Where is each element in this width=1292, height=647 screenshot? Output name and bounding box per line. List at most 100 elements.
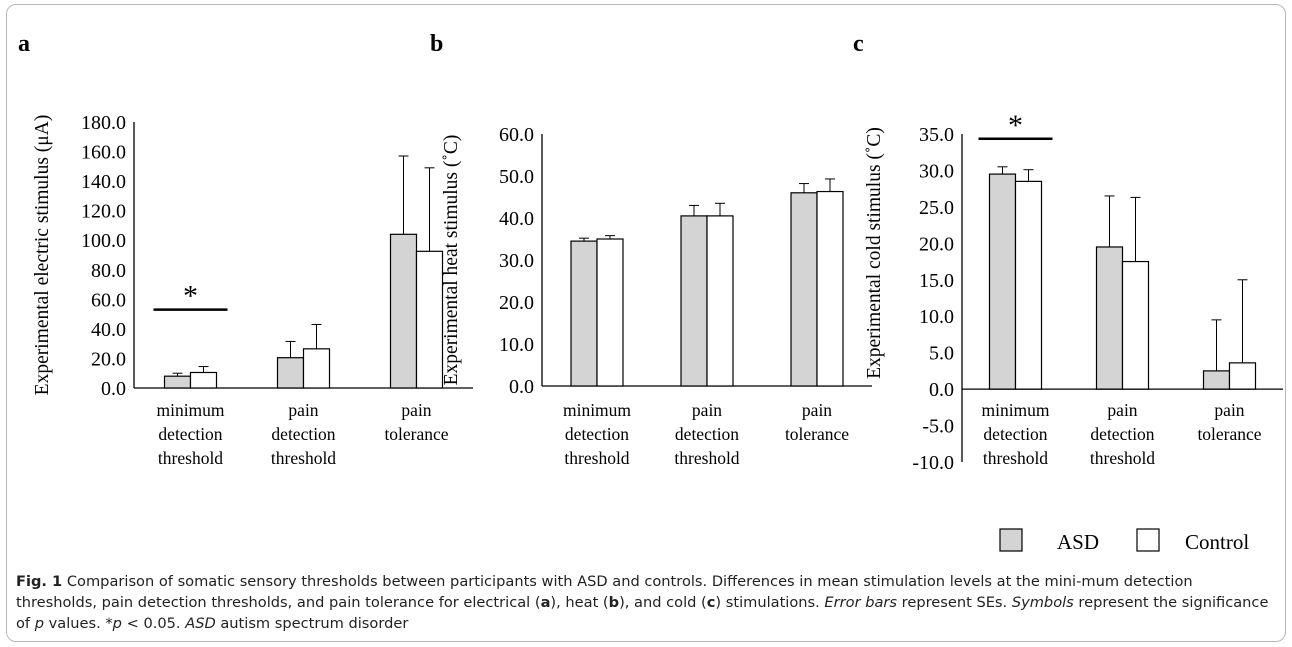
x-tick-label: detection — [1090, 424, 1154, 444]
y-tick-label: -5.0 — [922, 416, 954, 438]
asd-bar — [988, 173, 1017, 390]
y-tick-label: 20.0 — [499, 292, 534, 314]
figure-charts: a 0.0 20.0 40.0 60.0 80.0 100.0 120.0 140.0 160.0… — [18, 31, 1283, 554]
x-tick-label: pain — [692, 400, 722, 420]
control-bar — [596, 238, 624, 387]
y-tick-label: 35.0 — [919, 124, 954, 146]
y-tick-label: 120.0 — [81, 201, 126, 223]
significance-asterisk: * — [183, 280, 198, 313]
x-tick-label: threshold — [1090, 448, 1155, 468]
x-tick-label: pain — [802, 400, 832, 420]
caption-text: autism spectrum disorder — [215, 615, 409, 632]
y-tick-label: 60.0 — [91, 289, 126, 311]
y-tick-label: 30.0 — [499, 250, 534, 272]
asd-bar — [1095, 246, 1124, 390]
x-tick-label: detection — [271, 424, 335, 444]
x-tick-label: threshold — [674, 448, 739, 468]
y-tick-label: 15.0 — [919, 270, 954, 292]
x-tick-label: minimum — [563, 400, 631, 420]
caption-text: ), and cold ( — [619, 594, 707, 611]
caption-text: represent the significance of — [16, 594, 1269, 632]
y-axis-label: Experimental heat stimulus (˚C) — [441, 135, 462, 386]
y-tick-label: 50.0 — [499, 166, 534, 188]
panel-letter-c: c — [853, 31, 864, 57]
x-tick-label: tolerance — [785, 424, 849, 444]
legend-label-asd: ASD — [1057, 530, 1099, 554]
x-tick-label: detection — [565, 424, 629, 444]
control-bar — [1121, 260, 1150, 390]
y-tick-label: 20.0 — [91, 348, 126, 370]
y-tick-label: 0.0 — [929, 379, 954, 401]
asd-bar — [680, 215, 708, 387]
x-tick-label: detection — [675, 424, 739, 444]
y-tick-label: 5.0 — [929, 343, 954, 365]
y-tick-label: 40.0 — [499, 208, 534, 230]
x-tick-label: pain — [288, 400, 318, 420]
y-tick-label: 80.0 — [91, 260, 126, 282]
caption-text: ) stimulations. — [715, 594, 825, 611]
caption-p: p — [34, 615, 44, 632]
y-tick-label: 100.0 — [81, 230, 126, 252]
y-tick-label: 10.0 — [919, 306, 954, 328]
control-bar — [816, 190, 844, 387]
panel-letter-b: b — [430, 31, 443, 57]
y-tick-label: 40.0 — [91, 319, 126, 341]
caption-asd: ASD — [185, 615, 216, 632]
control-bar — [706, 215, 734, 387]
asd-bar — [389, 233, 418, 389]
x-tick-label: pain — [1107, 400, 1137, 420]
y-tick-label: -10.0 — [912, 452, 954, 474]
figure-frame — [6, 4, 1286, 642]
x-tick-label: tolerance — [1197, 424, 1261, 444]
x-tick-label: tolerance — [384, 424, 448, 444]
y-tick-label: 140.0 — [81, 171, 126, 193]
caption-text: Comparison of somatic sensory thresholds… — [16, 573, 1193, 611]
legend-label-control: Control — [1185, 530, 1249, 554]
caption-panel-b: b — [608, 594, 620, 611]
x-tick-label: pain — [1214, 400, 1244, 420]
caption-text: ), heat ( — [550, 594, 609, 611]
asd-bar — [570, 240, 598, 387]
y-axis-label: Experimental electric stimulus (μA) — [32, 115, 53, 396]
x-tick-label: minimum — [156, 400, 224, 420]
y-tick-label: 0.0 — [101, 378, 126, 400]
x-tick-label: threshold — [158, 448, 223, 468]
caption-symbols: Symbols — [1011, 594, 1074, 611]
caption-error-bars: Error bars — [824, 594, 898, 611]
y-tick-label: 60.0 — [499, 124, 534, 146]
control-bar — [302, 348, 331, 389]
caption-text: values. * — [43, 615, 113, 632]
asd-bar — [1202, 370, 1231, 390]
x-tick-label: detection — [983, 424, 1047, 444]
caption-panel-a: a — [540, 594, 551, 611]
panel-letter-a: a — [18, 31, 30, 57]
significance-asterisk: * — [1008, 109, 1023, 142]
control-bar — [1228, 362, 1257, 390]
x-tick-label: threshold — [983, 448, 1048, 468]
x-tick-label: threshold — [564, 448, 629, 468]
caption-text: < 0.05. — [121, 615, 186, 632]
y-tick-label: 160.0 — [81, 142, 126, 164]
caption-panel-c: c — [706, 594, 716, 611]
y-axis-label: Experimental cold stimulus (˚C) — [864, 127, 885, 379]
figure-caption: Fig. 1 Comparison of somatic sensory thr… — [16, 571, 1278, 634]
y-tick-label: 20.0 — [919, 233, 954, 255]
caption-label: Fig. 1 — [16, 573, 63, 590]
control-bar — [415, 250, 444, 389]
asd-bar — [163, 375, 192, 389]
control-bar — [1014, 180, 1043, 390]
x-tick-label: pain — [401, 400, 431, 420]
y-tick-label: 10.0 — [499, 334, 534, 356]
legend-swatch-control — [1136, 528, 1160, 552]
y-tick-label: 30.0 — [919, 160, 954, 182]
asd-bar — [276, 357, 305, 389]
y-tick-label: 25.0 — [919, 197, 954, 219]
x-tick-label: threshold — [271, 448, 336, 468]
asd-bar — [790, 192, 818, 387]
legend-swatch-asd — [999, 528, 1023, 552]
x-tick-label: detection — [158, 424, 222, 444]
caption-text: represent SEs. — [897, 594, 1012, 611]
control-bar — [189, 371, 218, 389]
x-tick-label: minimum — [981, 400, 1049, 420]
y-tick-label: 0.0 — [509, 376, 534, 398]
